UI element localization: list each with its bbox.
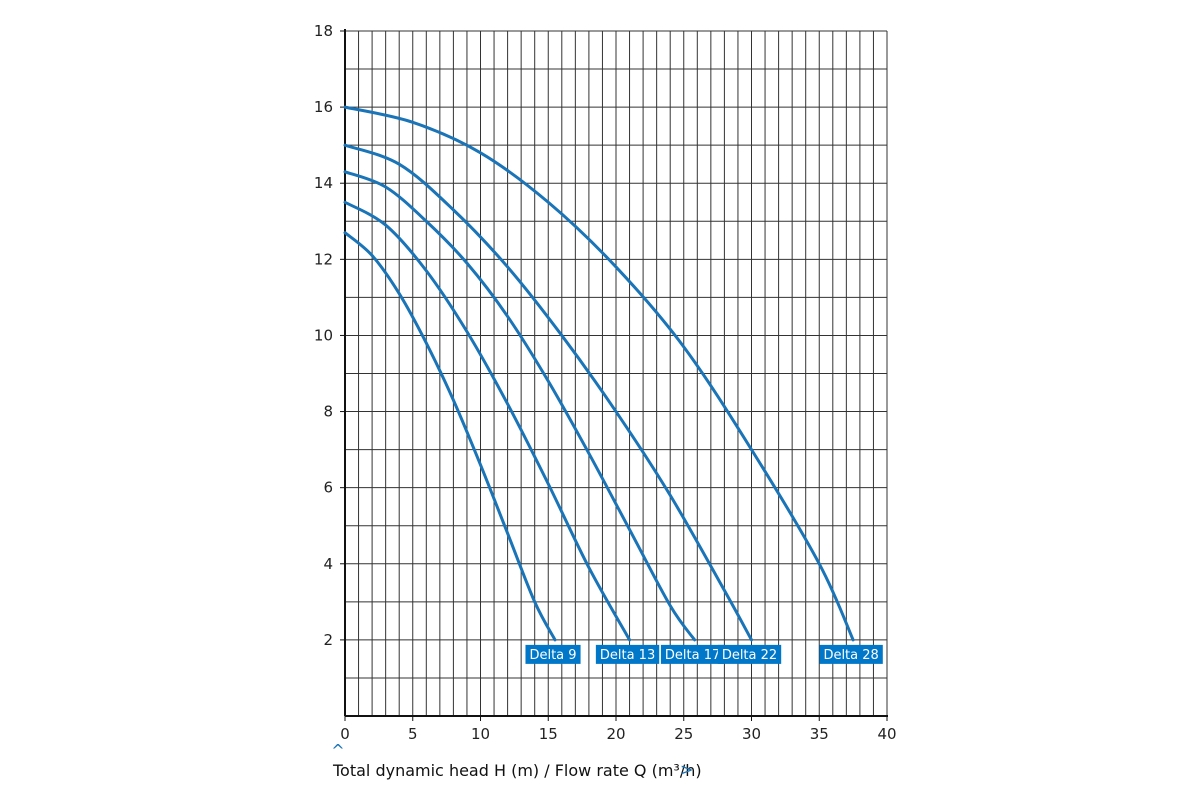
series-label-text: Delta 28 — [823, 648, 878, 663]
y-tick-label: 16 — [314, 98, 333, 116]
x-axis-up-arrow: ^ — [331, 741, 344, 760]
x-tick-label: 30 — [742, 725, 761, 743]
x-tick-label: 15 — [539, 725, 558, 743]
series-line-delta-28 — [343, 105, 855, 642]
x-tick-label: 35 — [810, 725, 829, 743]
x-tick-label: 5 — [408, 725, 418, 743]
series-line-delta-17 — [343, 170, 697, 642]
series-label-box — [525, 644, 581, 664]
y-tick-label: 2 — [323, 631, 333, 649]
tick-labels: 0 5 10 15 20 25 30 35 40 2 4 6 8 10 12 14 16 18 — [314, 22, 897, 743]
series-label-box — [660, 644, 725, 664]
series-label-text: Delta 9 — [529, 648, 576, 663]
y-tick-label: 14 — [314, 174, 333, 192]
series-label-box — [717, 644, 782, 664]
series-label-text: Delta 22 — [722, 648, 777, 663]
y-tick-label: 18 — [314, 22, 333, 40]
series-label-delta-13: Delta 13 — [595, 644, 660, 664]
series-line-delta-9 — [343, 231, 557, 642]
series-label-delta-22: Delta 22 — [717, 644, 782, 664]
y-tick-label: 6 — [323, 479, 333, 497]
series-lines — [343, 105, 855, 642]
y-tick-label: 8 — [323, 403, 333, 421]
series-label-text: Delta 13 — [600, 648, 655, 663]
x-axis-right-arrow: > — [680, 760, 693, 779]
series-line-delta-22 — [343, 143, 753, 642]
x-tick-label: 0 — [340, 725, 350, 743]
series-label-delta-28: Delta 28 — [819, 644, 883, 664]
series-label-box — [595, 644, 660, 664]
series-label-delta-17: Delta 17 — [660, 644, 725, 664]
series-line-delta-13 — [343, 200, 632, 642]
x-tick-label: 25 — [674, 725, 693, 743]
grid — [345, 30, 888, 716]
series-labels: Delta 9 Delta 13 Delta 17 Delta 22 Delta 28 — [525, 644, 883, 664]
x-tick-label: 20 — [606, 725, 625, 743]
y-tick-label: 4 — [323, 555, 333, 573]
y-tick-label: 10 — [314, 326, 333, 344]
x-axis-label: Total dynamic head H (m) / Flow rate Q (… — [332, 761, 702, 780]
series-label-box — [819, 644, 883, 664]
y-tick-label: 12 — [314, 250, 333, 268]
x-tick-label: 40 — [877, 725, 896, 743]
series-label-text: Delta 17 — [665, 648, 720, 663]
series-label-delta-9: Delta 9 — [525, 644, 581, 664]
x-tick-label: 10 — [471, 725, 490, 743]
